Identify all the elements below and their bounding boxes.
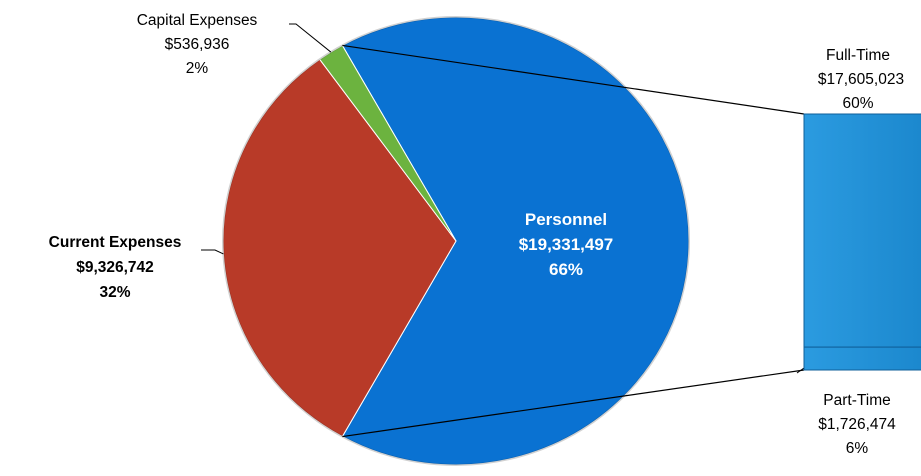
- slice-label-capital-name: Capital Expenses: [137, 12, 258, 29]
- pie-slice-current-expenses: [222, 58, 457, 438]
- bar-label-parttime-name: Part-Time: [823, 392, 890, 409]
- pie-slice-personnel: [341, 16, 690, 466]
- slice-label-personnel-percent: 66%: [549, 260, 583, 279]
- breakdown-bar: [803, 113, 921, 371]
- slice-label-current-amount: $9,326,742: [76, 259, 154, 276]
- bar-label-parttime-amount: $1,726,474: [818, 416, 896, 433]
- bar-segment-parttime: [803, 346, 921, 371]
- leader-current-expenses: [201, 249, 224, 255]
- bar-label-parttime-percent: 6%: [846, 440, 869, 457]
- slice-label-capital-percent: 2%: [186, 60, 209, 77]
- slice-label-current-percent: 32%: [99, 284, 130, 301]
- pie-slice-capital-expenses: [318, 44, 457, 242]
- bar-label-fulltime-amount: $17,605,023: [818, 71, 904, 88]
- bar-segment-fulltime: [803, 113, 921, 348]
- pie: [222, 16, 690, 466]
- connector-top: [342, 44, 805, 115]
- bar-label-fulltime-name: Full-Time: [826, 47, 890, 64]
- slice-label-personnel-name: Personnel: [525, 210, 607, 229]
- leader-capital-expenses: [289, 23, 332, 53]
- slice-label-capital-amount: $536,936: [165, 36, 230, 53]
- connector-lines: [201, 23, 805, 438]
- pie-rim: [222, 16, 690, 466]
- slice-label-current-name: Current Expenses: [49, 234, 182, 251]
- leader-parttime: [796, 367, 805, 374]
- connector-bottom: [342, 369, 805, 438]
- slice-label-personnel-amount: $19,331,497: [519, 235, 614, 254]
- bar-label-fulltime-percent: 60%: [842, 95, 873, 112]
